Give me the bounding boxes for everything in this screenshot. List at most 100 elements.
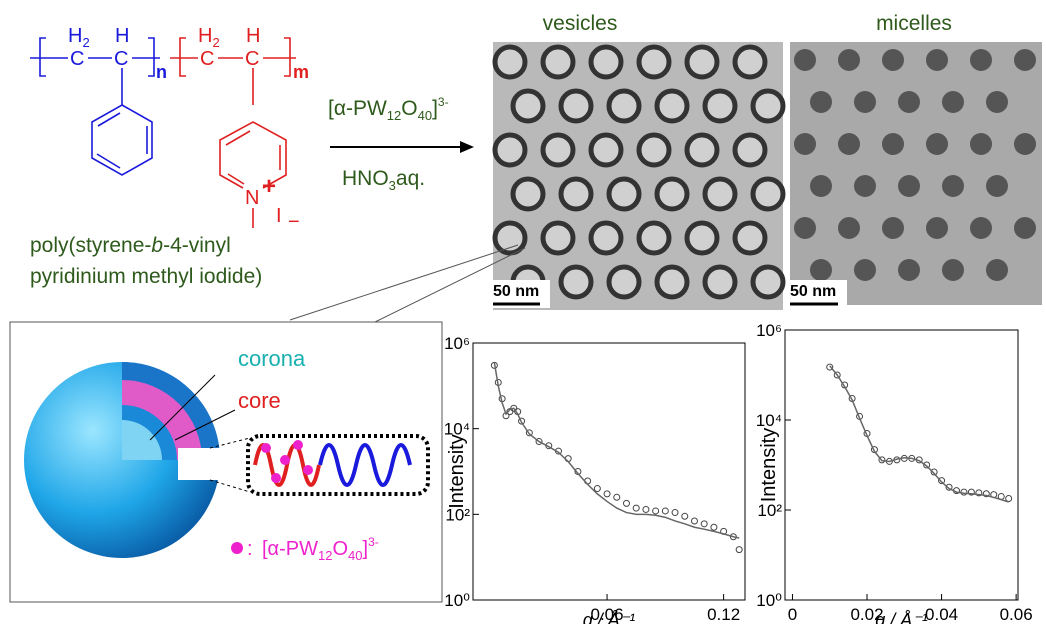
- micelle: [942, 91, 964, 113]
- vesicle: [705, 267, 735, 297]
- vesicle: [705, 91, 735, 121]
- atom: H: [115, 25, 129, 47]
- vesicle: [609, 267, 639, 297]
- data-point: [653, 508, 659, 514]
- y-tick-label: 10⁴: [756, 411, 782, 430]
- micelle: [882, 49, 904, 71]
- atom: H: [246, 25, 260, 47]
- micelle: [838, 217, 860, 239]
- micelle: [838, 49, 860, 71]
- vesicle: [591, 135, 621, 165]
- vesicle: [495, 135, 525, 165]
- vesicle: [753, 91, 783, 121]
- atom: H: [198, 25, 212, 47]
- data-point: [682, 513, 688, 519]
- micelle: [794, 49, 816, 71]
- vesicle: [657, 91, 687, 121]
- vesicle: [657, 267, 687, 297]
- vesicle: [561, 267, 591, 297]
- y-tick-label: 10⁶: [444, 334, 470, 353]
- micelle: [898, 91, 920, 113]
- legend-sep: :: [247, 538, 253, 560]
- data-point: [672, 510, 678, 516]
- vesicle: [543, 223, 573, 253]
- vesicle: [705, 179, 735, 209]
- subscript: 40: [418, 108, 432, 123]
- subscript: 2: [82, 35, 89, 50]
- text: [α-PW: [262, 538, 318, 560]
- y-tick-label: 10⁰: [756, 591, 782, 610]
- charge: +: [262, 173, 276, 200]
- plot-frame: [473, 343, 745, 600]
- vesicle: [543, 135, 573, 165]
- vesicle: [495, 223, 525, 253]
- vesicle: [735, 47, 765, 77]
- micelle: [838, 133, 860, 155]
- vesicle: [735, 223, 765, 253]
- vesicle: [591, 47, 621, 77]
- text: poly(styrene-: [30, 234, 151, 257]
- micelle: [986, 259, 1008, 281]
- micelle: [854, 175, 876, 197]
- x-axis-label: q / Å⁻¹: [583, 610, 636, 624]
- vesicle: [495, 47, 525, 77]
- vesicle: [687, 135, 717, 165]
- arrowhead: [460, 141, 474, 153]
- scale-bar-label: 50 nm: [493, 283, 539, 300]
- subscript: 2: [212, 35, 219, 50]
- data-point: [961, 489, 967, 495]
- subscript: 40: [348, 548, 362, 563]
- micelle: [854, 91, 876, 113]
- vesicle: [753, 267, 783, 297]
- x-axis-label: q / Å⁻¹: [875, 610, 928, 624]
- vesicle: [687, 47, 717, 77]
- styrene-unit: [30, 38, 160, 175]
- data-point: [623, 500, 629, 506]
- data-point: [691, 518, 697, 524]
- micelle: [942, 175, 964, 197]
- charge: −: [288, 211, 300, 233]
- micelle: [810, 175, 832, 197]
- y-tick-label: 10⁶: [756, 321, 782, 340]
- text: [α-PW: [328, 97, 387, 120]
- reagent: [α-PW12O40]3-: [328, 95, 449, 123]
- y-tick-label: 10²: [757, 501, 782, 520]
- micelle: [970, 49, 992, 71]
- micelle: [1014, 49, 1036, 71]
- micelle: [794, 133, 816, 155]
- fit-line: [830, 366, 1009, 502]
- superscript: 3-: [438, 95, 449, 109]
- cut: [178, 448, 248, 480]
- vesicle: [639, 135, 669, 165]
- atom: C: [200, 48, 214, 70]
- acid: HNO3aq.: [342, 167, 425, 193]
- x-tick-label: 0.04: [925, 605, 958, 624]
- micelle: [1014, 217, 1036, 239]
- micelle: [970, 217, 992, 239]
- vesicle: [591, 223, 621, 253]
- vesicle: [639, 223, 669, 253]
- vesicle: [513, 91, 543, 121]
- micelle: [942, 259, 964, 281]
- micelle: [926, 133, 948, 155]
- micelle: [898, 259, 920, 281]
- vesicle: [513, 179, 543, 209]
- micelle: [810, 91, 832, 113]
- data-point: [594, 486, 600, 492]
- micelle: [926, 217, 948, 239]
- vesicle: [639, 47, 669, 77]
- vesicle: [753, 179, 783, 209]
- polymer-name: poly(styrene-b-4-vinyl: [30, 234, 231, 257]
- data-point: [711, 524, 717, 530]
- atom: C: [245, 48, 259, 70]
- subscript: 12: [387, 108, 401, 123]
- core-label: core: [238, 388, 281, 413]
- micelle: [986, 175, 1008, 197]
- text: O: [332, 538, 348, 560]
- x-tick-label: 0.06: [1000, 605, 1033, 624]
- vesicle: [561, 91, 591, 121]
- text: -4-vinyl: [163, 234, 231, 257]
- callout-lines: [290, 245, 525, 322]
- vesicle: [657, 179, 687, 209]
- polymer-name: pyridinium methyl iodide): [30, 265, 262, 288]
